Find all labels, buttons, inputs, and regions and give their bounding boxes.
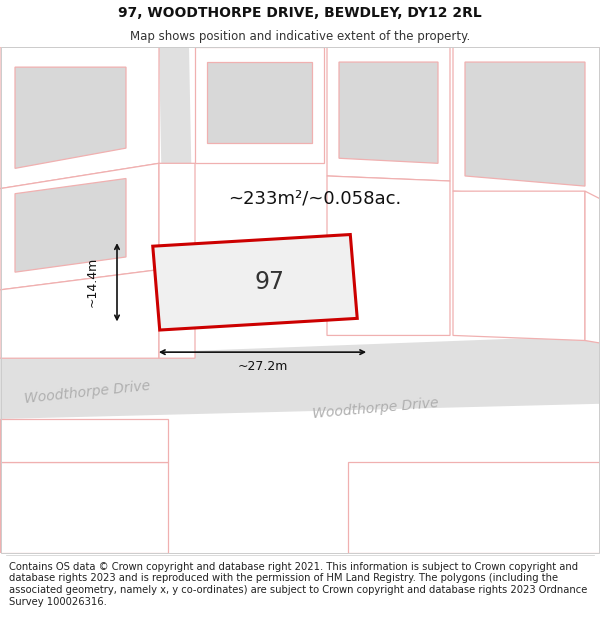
Polygon shape [453,191,585,341]
Polygon shape [0,47,159,189]
Polygon shape [153,234,357,330]
Polygon shape [327,176,450,336]
Polygon shape [465,62,585,186]
Polygon shape [0,163,159,290]
Polygon shape [15,179,126,272]
Text: Woodthorpe Drive: Woodthorpe Drive [24,379,151,406]
Text: ~14.4m: ~14.4m [85,257,98,308]
Polygon shape [0,419,168,462]
Polygon shape [207,62,312,143]
Polygon shape [585,191,600,343]
Text: ~27.2m: ~27.2m [238,360,287,373]
Polygon shape [0,269,159,358]
Text: 97, WOODTHORPE DRIVE, BEWDLEY, DY12 2RL: 97, WOODTHORPE DRIVE, BEWDLEY, DY12 2RL [118,6,482,20]
Text: Woodthorpe Drive: Woodthorpe Drive [312,396,439,421]
Polygon shape [195,47,324,163]
Polygon shape [15,67,126,168]
Text: Contains OS data © Crown copyright and database right 2021. This information is : Contains OS data © Crown copyright and d… [9,562,587,606]
Text: 97: 97 [255,270,285,294]
Polygon shape [327,47,450,181]
Polygon shape [0,336,600,419]
Polygon shape [159,267,195,358]
Text: Map shows position and indicative extent of the property.: Map shows position and indicative extent… [130,30,470,43]
Polygon shape [339,62,438,163]
Text: ~233m²/~0.058ac.: ~233m²/~0.058ac. [229,190,401,208]
Polygon shape [159,47,195,358]
Polygon shape [0,462,168,553]
Polygon shape [453,47,600,199]
Polygon shape [348,462,600,553]
Polygon shape [159,163,195,269]
